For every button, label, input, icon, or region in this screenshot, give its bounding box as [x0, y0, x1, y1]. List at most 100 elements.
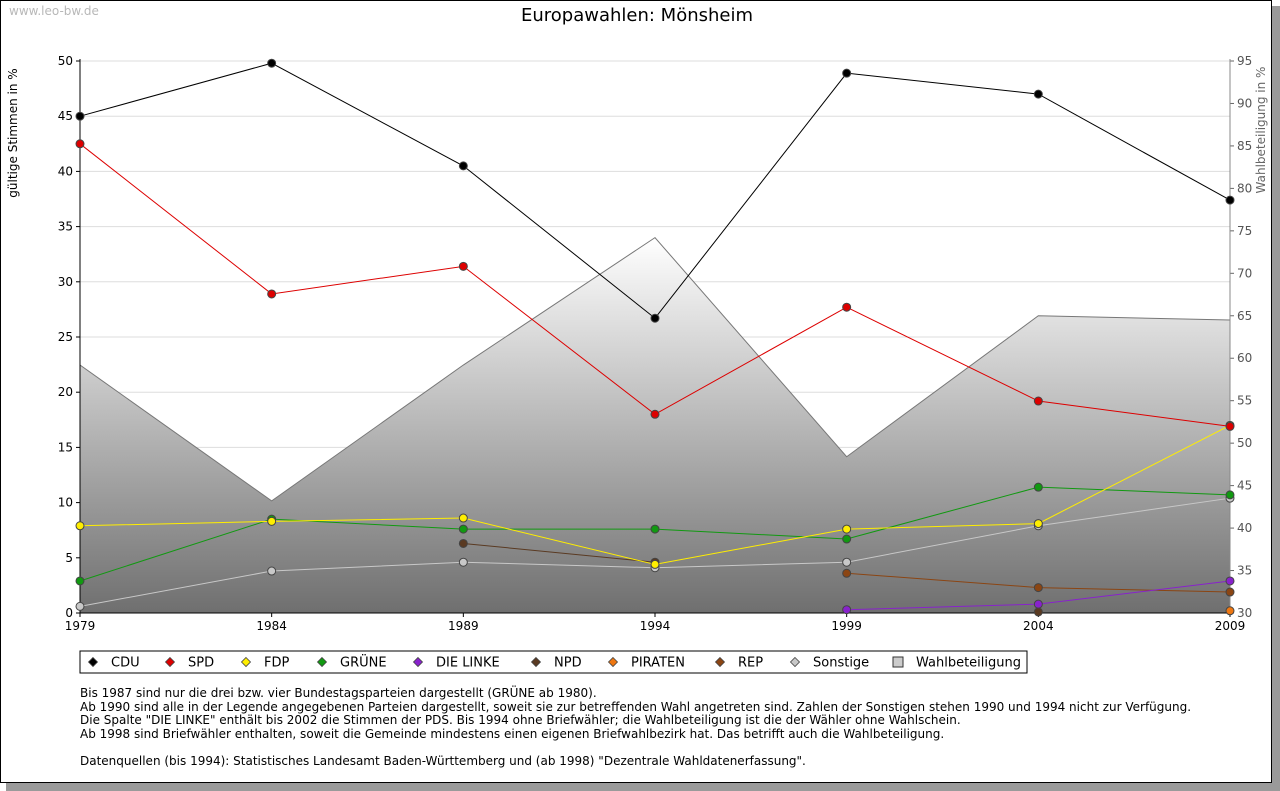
- y2-axis-label: Wahlbeteiligung in %: [1254, 67, 1268, 194]
- data-point: [1033, 519, 1043, 529]
- legend-label: REP: [738, 656, 763, 671]
- legend-marker: [530, 656, 542, 668]
- data-point: [458, 524, 468, 534]
- data-point: [75, 111, 85, 121]
- data-point: [75, 521, 85, 531]
- data-point: [1225, 195, 1235, 205]
- note-line: Ab 1998 sind Briefwähler enthalten, sowe…: [80, 726, 945, 741]
- legend-item: Sonstige: [789, 656, 869, 671]
- data-point: [1225, 587, 1235, 597]
- data-point: [1033, 396, 1043, 406]
- series-die-linke: [842, 576, 1235, 615]
- x-tick-label: 1994: [640, 619, 671, 633]
- legend-item: CDU: [87, 656, 140, 671]
- x-tick-label: 2004: [1023, 619, 1054, 633]
- y2-tick-label: 90: [1237, 96, 1252, 110]
- legend-label: GRÜNE: [340, 654, 387, 671]
- y2-tick-label: 75: [1237, 224, 1252, 238]
- data-point: [1225, 576, 1235, 586]
- data-point: [458, 261, 468, 271]
- series-piraten: [1225, 606, 1235, 616]
- series-rep: [842, 568, 1235, 597]
- y-axis-label: gültige Stimmen in %: [6, 68, 20, 197]
- data-point: [650, 559, 660, 569]
- legend-marker: [607, 656, 619, 668]
- legend-item: REP: [714, 656, 763, 671]
- data-point: [842, 302, 852, 312]
- legend-label: CDU: [111, 656, 140, 671]
- y2-tick-label: 70: [1237, 266, 1252, 280]
- y-tick-label: 50: [58, 54, 73, 68]
- legend-label: FDP: [264, 656, 289, 671]
- legend-swatch: [892, 656, 904, 668]
- y2-tick-label: 30: [1237, 606, 1252, 620]
- y-tick-label: 45: [58, 109, 73, 123]
- data-point: [267, 58, 277, 68]
- x-tick-label: 1989: [448, 619, 479, 633]
- y-tick-label: 25: [58, 330, 73, 344]
- legend-label: NPD: [554, 656, 582, 671]
- legend-marker: [714, 656, 726, 668]
- data-point: [650, 524, 660, 534]
- legend-label: Wahlbeteiligung: [916, 656, 1021, 671]
- data-point: [75, 576, 85, 586]
- legend-marker: [240, 656, 252, 668]
- turnout-area-group: [79, 236, 1231, 613]
- data-point: [1033, 482, 1043, 492]
- legend: CDU SPD FDP GRÜNE DIE LINKE NPD PIRATEN REP Sons…: [79, 650, 1028, 674]
- legend-item: NPD: [530, 656, 582, 671]
- data-point: [75, 139, 85, 149]
- data-point: [650, 409, 660, 419]
- data-point: [1225, 490, 1235, 500]
- legend-marker: [164, 656, 176, 668]
- data-point: [458, 538, 468, 548]
- y2-tick-label: 80: [1237, 181, 1252, 195]
- legend-box: [79, 650, 1028, 674]
- data-point: [1225, 606, 1235, 616]
- note-line: Bis 1987 sind nur die drei bzw. vier Bun…: [80, 686, 597, 700]
- series-cdu: [75, 58, 1235, 323]
- legend-item: SPD: [164, 656, 214, 671]
- y2-tick-label: 50: [1237, 436, 1252, 450]
- data-point: [842, 557, 852, 567]
- x-tick-label: 2009: [1215, 619, 1246, 633]
- y-tick-label: 30: [58, 275, 73, 289]
- data-point: [267, 289, 277, 299]
- legend-marker: [789, 656, 801, 668]
- data-point: [75, 601, 85, 611]
- data-point: [458, 161, 468, 171]
- legend-label: Sonstige: [813, 656, 869, 671]
- legend-label: PIRATEN: [631, 656, 685, 671]
- note-line: Ab 1990 sind alle in der Legende angegeb…: [80, 699, 1192, 714]
- y-tick-label: 10: [58, 496, 73, 510]
- y2-tick-label: 95: [1237, 54, 1252, 68]
- legend-marker: [316, 656, 328, 668]
- y-tick-label: 5: [65, 551, 73, 565]
- data-point: [842, 68, 852, 78]
- legend-label: DIE LINKE: [436, 656, 500, 671]
- frame-shadow-bottom: [6, 783, 1280, 791]
- y2-tick-label: 85: [1237, 139, 1252, 153]
- note-line: Datenquellen (bis 1994): Statistisches L…: [80, 753, 806, 768]
- y2-tick-label: 45: [1237, 479, 1252, 493]
- y-tick-label: 15: [58, 440, 73, 454]
- y2-tick-label: 60: [1237, 351, 1252, 365]
- data-point: [1033, 89, 1043, 99]
- data-point: [458, 557, 468, 567]
- footnotes: Bis 1987 sind nur die drei bzw. vier Bun…: [80, 686, 1192, 769]
- data-point: [842, 524, 852, 534]
- legend-item: FDP: [240, 656, 289, 671]
- y-tick-label: 20: [58, 385, 73, 399]
- data-point: [1033, 599, 1043, 609]
- series-line: [463, 542, 656, 563]
- data-point: [1033, 607, 1043, 617]
- x-tick-label: 1999: [831, 619, 862, 633]
- data-point: [842, 605, 852, 615]
- data-point: [650, 313, 660, 323]
- legend-label: SPD: [188, 656, 214, 671]
- x-tick-label: 1984: [256, 619, 287, 633]
- y2-tick-label: 55: [1237, 394, 1252, 408]
- data-point: [1225, 421, 1235, 431]
- legend-marker: [87, 656, 99, 668]
